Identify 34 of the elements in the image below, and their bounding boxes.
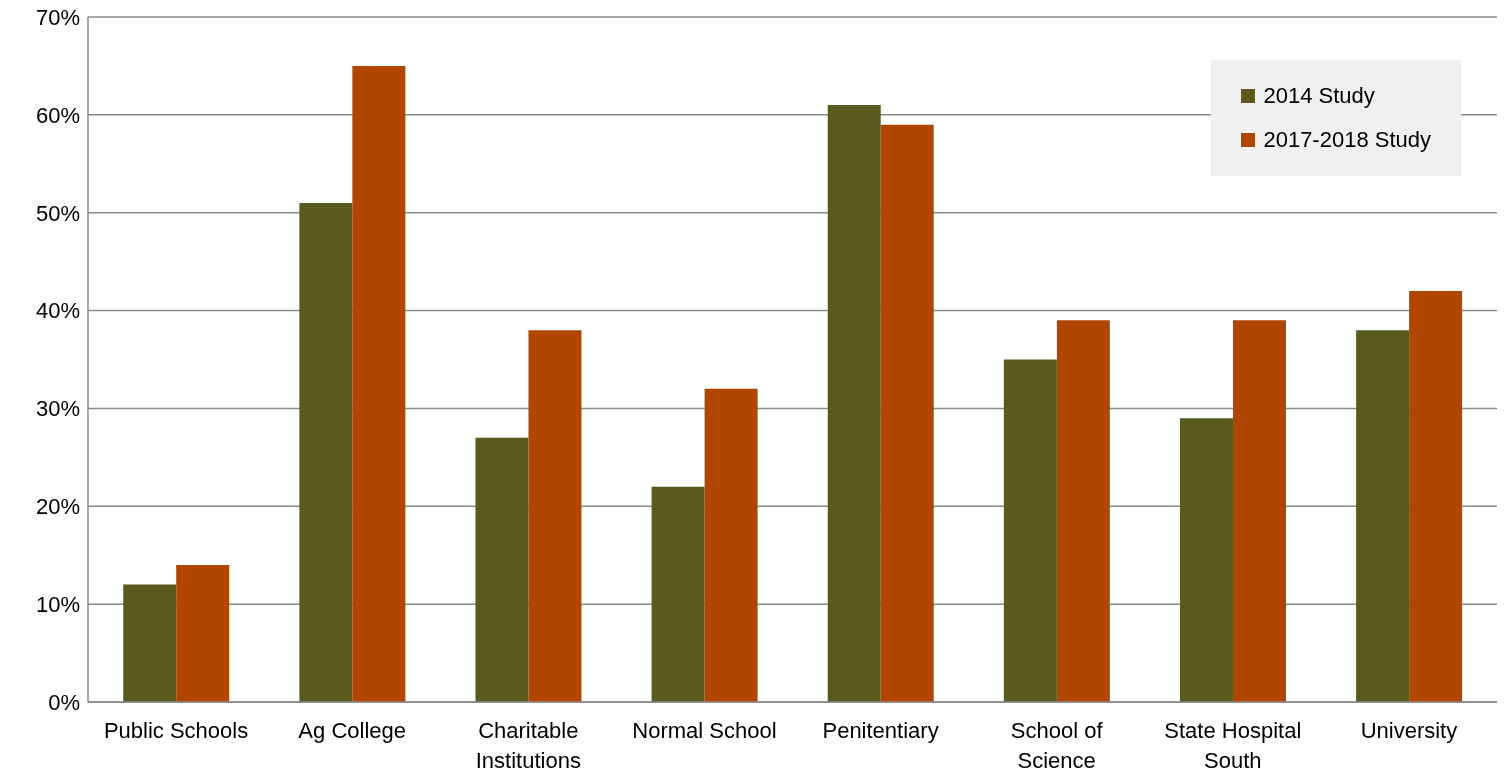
y-tick-label: 40% xyxy=(35,298,80,324)
bar xyxy=(1003,359,1057,702)
bar xyxy=(123,584,177,702)
x-tick-label: Normal School xyxy=(632,718,777,743)
x-tick-label: University xyxy=(1360,718,1458,743)
y-tick-label: 70% xyxy=(35,4,80,30)
bar xyxy=(352,65,406,702)
bar xyxy=(1232,320,1286,702)
bar xyxy=(880,124,934,702)
bar xyxy=(528,330,582,702)
bar xyxy=(299,202,353,702)
y-tick-label: 50% xyxy=(35,200,80,226)
y-tick-label: 20% xyxy=(35,494,80,520)
x-tick-label: School of Science xyxy=(1010,718,1104,773)
legend-label: 2017-2018 Study xyxy=(1263,127,1431,153)
bar xyxy=(827,105,881,702)
y-tick-label: 0% xyxy=(48,689,80,715)
bar xyxy=(1409,291,1463,702)
y-tick-label: 30% xyxy=(35,396,80,422)
y-tick-label: 60% xyxy=(35,102,80,128)
x-tick-label: Charitable Institutions xyxy=(475,718,581,773)
bar xyxy=(176,565,230,702)
bar xyxy=(1356,330,1410,702)
bar xyxy=(651,486,705,702)
x-tick-label: Penitentiary xyxy=(822,718,939,743)
x-tick-label: Public Schools xyxy=(103,718,249,743)
x-tick-label: Ag College xyxy=(298,718,407,743)
bar xyxy=(1056,320,1110,702)
bar xyxy=(1179,418,1233,702)
legend-label: 2014 Study xyxy=(1263,83,1375,109)
bar xyxy=(475,437,529,702)
x-tick-label: State Hospital South xyxy=(1164,718,1302,773)
bar xyxy=(704,388,758,702)
y-tick-label: 10% xyxy=(35,591,80,617)
